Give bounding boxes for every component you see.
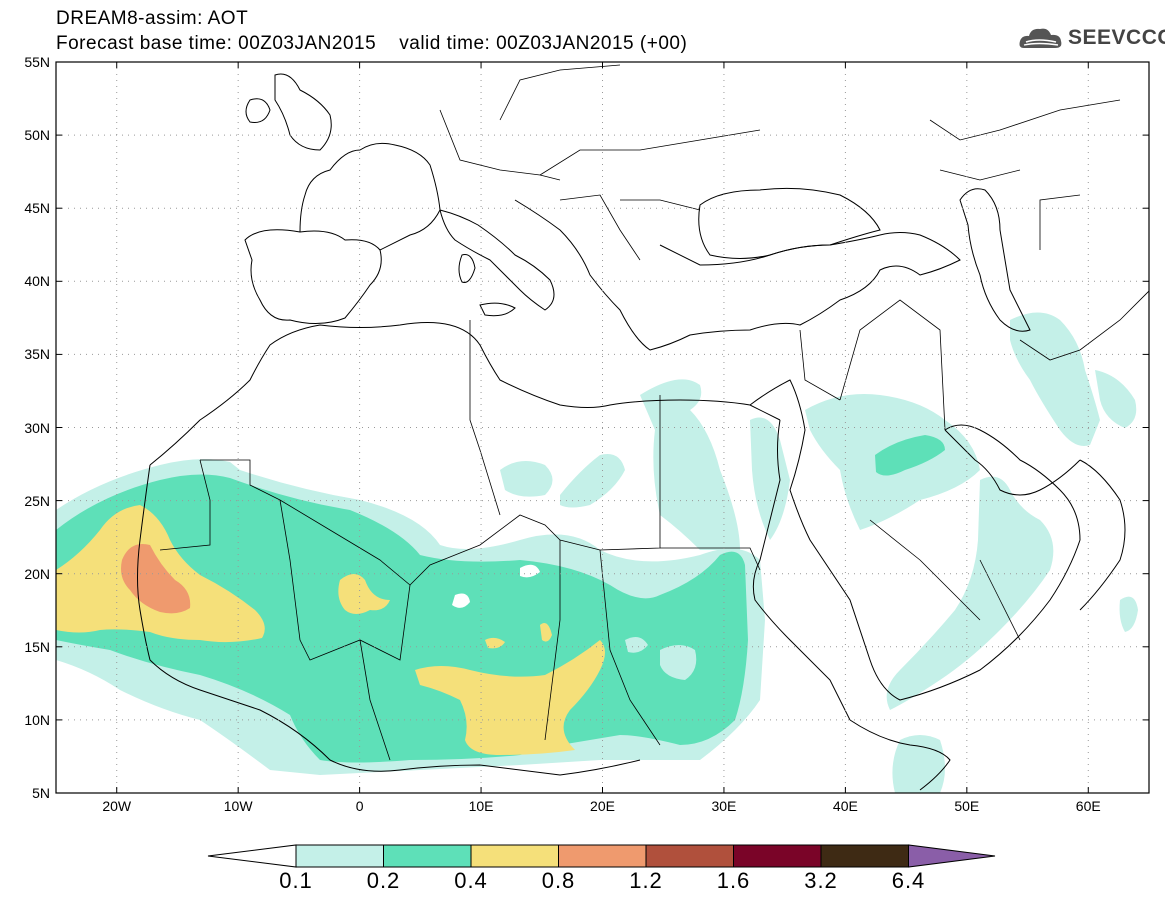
lon-label: 10W: [223, 798, 253, 814]
colorbar-label: 0.2: [366, 868, 401, 893]
colorbar-label: 1.6: [716, 868, 751, 893]
lon-label: 40E: [832, 798, 858, 814]
lat-label: 5N: [32, 785, 50, 801]
lon-label: 10E: [468, 798, 494, 814]
coastlines: [137, 73, 1126, 791]
colorbar-swatch: [820, 844, 909, 868]
colorbar-arrow-above: [908, 844, 996, 868]
colorbar-swatch: [470, 844, 559, 868]
lat-label: 25N: [24, 492, 50, 509]
lon-label: 50E: [954, 798, 980, 814]
lat-label: 35N: [24, 346, 50, 363]
colorbar-swatch: [295, 844, 384, 868]
colorbar-swatch: [383, 844, 472, 868]
axis-ticks: [56, 61, 1149, 794]
lon-label: 0: [355, 798, 364, 814]
country-borders: [159, 64, 1149, 761]
colorbar-swatch: [733, 844, 822, 868]
lon-label: 30E: [711, 798, 737, 814]
aot-contours: [56, 64, 1149, 793]
lat-label: 15N: [24, 638, 50, 655]
aot-level-0.1-islands: [625, 636, 697, 680]
lon-label: 20W: [102, 798, 132, 814]
colorbar-swatch: [645, 844, 734, 868]
aot-holes: [452, 564, 540, 608]
seevccc-logo: SEEVCCC: [1018, 22, 1165, 56]
colorbar-swatch: [558, 844, 647, 868]
lat-label: 45N: [24, 200, 50, 217]
lat-label: 40N: [24, 273, 50, 290]
colorbar-label: 3.2: [804, 868, 838, 893]
lon-label: 20E: [590, 798, 615, 814]
colorbar-arrow-below: [207, 844, 297, 868]
cloud-icon: [1019, 28, 1062, 48]
colorbar-label: 0.1: [279, 868, 313, 893]
colorbar-label: 6.4: [891, 868, 926, 893]
title-line-1: DREAM8-assim: AOT: [56, 8, 249, 29]
lat-label: 10N: [24, 711, 50, 728]
colorbar-label: 0.4: [454, 868, 488, 893]
lat-label: 20N: [24, 565, 50, 582]
colorbar-label: 1.2: [629, 868, 663, 893]
lat-label: 30N: [24, 419, 50, 436]
gridlines: [56, 62, 1149, 793]
title-line-2: Forecast base time: 00Z03JAN2015 valid t…: [56, 33, 688, 54]
lon-label: 60E: [1075, 798, 1101, 814]
lat-label: 55N: [24, 54, 50, 70]
lat-label: 50N: [24, 127, 50, 144]
logo-text: SEEVCCC: [1068, 26, 1165, 49]
colorbar-label: 0.8: [541, 868, 576, 893]
